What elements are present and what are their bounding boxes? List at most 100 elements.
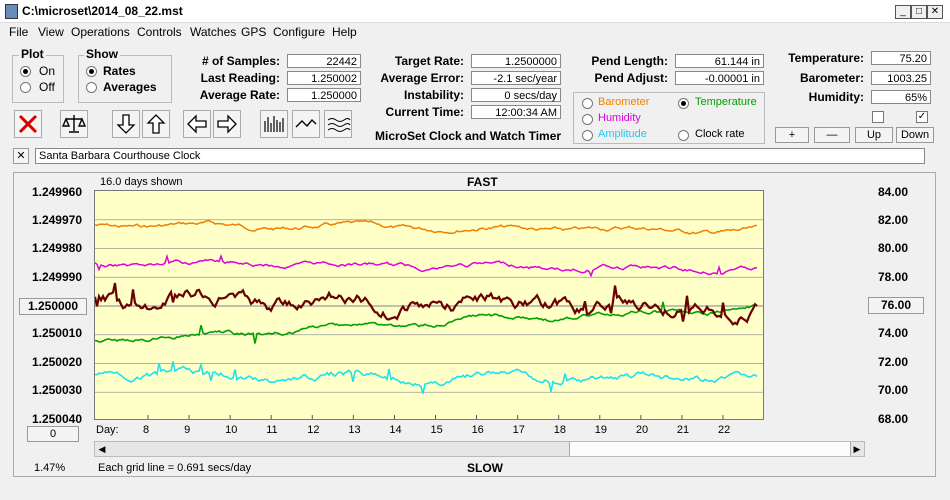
maximize-button[interactable]: □ <box>911 5 927 19</box>
minus-button[interactable]: — <box>814 127 850 143</box>
humidity-series <box>95 253 758 278</box>
title-bar: C:\microset\2014_08_22.mst _ □ ✕ <box>0 0 950 23</box>
y-left-label: 1.250020 <box>31 355 82 369</box>
average-error-value: -2.1 sec/year <box>471 71 561 85</box>
up-arrow-button[interactable] <box>142 110 170 138</box>
pend-length-value[interactable]: 61.144 in <box>675 54 764 68</box>
stop-button[interactable] <box>14 110 42 138</box>
menu-file[interactable]: File <box>9 25 29 39</box>
app-icon <box>5 4 18 19</box>
show-averages-radio[interactable] <box>86 82 97 93</box>
clock-rate-series <box>95 282 758 326</box>
balance-button[interactable] <box>60 110 88 138</box>
scroll-left-arrow[interactable]: ◀ <box>98 444 106 454</box>
plot-on-radio[interactable] <box>20 66 31 77</box>
arrow-right-icon <box>217 114 237 134</box>
y-right-label: 78.00 <box>877 270 908 284</box>
humidity-radio[interactable] <box>582 114 593 125</box>
day-tick-label: 15 <box>430 424 443 436</box>
bar-graph-icon <box>264 116 284 132</box>
left-center-button[interactable]: 1.250000 <box>19 298 87 315</box>
bars-view-button[interactable] <box>260 110 288 138</box>
target-rate-value[interactable]: 1.2500000 <box>471 54 561 68</box>
amplitude-radio[interactable] <box>582 130 593 141</box>
y-right-label: 84.00 <box>877 185 908 199</box>
target-rate-label: Target Rate: <box>394 54 464 68</box>
day-tick-label: 19 <box>594 424 608 436</box>
menu-view[interactable]: View <box>38 25 64 39</box>
y-right-label: 72.00 <box>877 355 908 369</box>
instability-value: 0 secs/day <box>471 88 561 102</box>
plus-button[interactable]: + <box>775 127 809 143</box>
barometer-value: 1003.25 <box>871 71 931 85</box>
wave-icon <box>327 118 351 132</box>
y-left-label: 1.249980 <box>31 241 82 255</box>
show-rates-radio[interactable] <box>86 66 97 77</box>
clock-rate-radio[interactable] <box>678 130 689 141</box>
plot-group <box>12 55 64 103</box>
grid-note: Each grid line = 0.691 secs/day <box>98 462 252 474</box>
clear-name-button[interactable]: ✕ <box>13 148 29 164</box>
y-right-label: 82.00 <box>877 213 908 227</box>
menu-configure[interactable]: Configure <box>273 25 326 39</box>
menu-bar: File View Operations Controls Watches GP… <box>0 23 950 41</box>
minimize-button[interactable]: _ <box>895 5 911 19</box>
left-arrow-button[interactable] <box>183 110 211 138</box>
last-reading-value: 1.250002 <box>287 71 361 85</box>
scroll-right-arrow[interactable]: ▶ <box>853 444 861 454</box>
arrow-left-icon <box>187 114 207 134</box>
down-button[interactable]: Down <box>896 127 934 143</box>
day-tick-label: 18 <box>553 424 566 436</box>
menu-operations[interactable]: Operations <box>71 25 130 39</box>
y-right-label: 70.00 <box>877 383 908 397</box>
up-button[interactable]: Up <box>855 127 893 143</box>
right-center-button[interactable]: 76.00 <box>868 297 924 314</box>
bottom-left-button[interactable]: 0 <box>27 426 79 442</box>
x-icon <box>18 114 38 134</box>
plot-off-radio[interactable] <box>20 82 31 93</box>
humidity-value: 65% <box>871 90 931 104</box>
day-tick-label: 11 <box>266 424 278 436</box>
rate-chart <box>95 219 763 419</box>
scroll-thumb[interactable] <box>569 442 851 456</box>
y-left-label: 1.250010 <box>31 326 82 340</box>
menu-watches[interactable]: Watches <box>190 25 237 39</box>
down-arrow-button[interactable] <box>112 110 140 138</box>
day-label: Day: <box>96 424 119 436</box>
line-view-button[interactable] <box>292 110 320 138</box>
percent-readout: 1.47% <box>34 462 66 474</box>
y-left-label: 1.250030 <box>31 383 82 397</box>
y-right-label: 80.00 <box>877 241 908 255</box>
window-title: C:\microset\2014_08_22.mst <box>22 4 183 18</box>
plot-group-title: Plot <box>19 47 46 61</box>
y-right-label: 74.00 <box>877 326 908 340</box>
option-checkbox-1[interactable] <box>872 111 884 123</box>
days-shown: 16.0 days shown <box>100 176 183 188</box>
show-group-title: Show <box>84 47 120 61</box>
wave-view-button[interactable] <box>324 110 352 138</box>
fast-label: FAST <box>467 175 498 189</box>
day-tick-label: 9 <box>184 424 191 436</box>
menu-gps[interactable]: GPS <box>241 25 267 39</box>
horizontal-scrollbar[interactable]: ◀ ▶ <box>94 441 865 457</box>
plot-area <box>94 190 764 420</box>
last-reading-label: Last Reading: <box>200 71 280 85</box>
samples-value: 22442 <box>287 54 361 68</box>
y-left-label: 1.250040 <box>31 412 82 426</box>
current-time-value: 12:00:34 AM <box>471 105 561 119</box>
menu-controls[interactable]: Controls <box>137 25 182 39</box>
close-button[interactable]: ✕ <box>927 5 943 19</box>
temperature-radio[interactable] <box>678 98 689 109</box>
barometer-radio[interactable] <box>582 98 593 109</box>
temperature-value: 75.20 <box>871 51 931 65</box>
clock-name-field[interactable]: Santa Barbara Courthouse Clock <box>35 148 925 164</box>
day-tick-label: 17 <box>512 424 525 436</box>
humidity-label: Humidity: <box>808 90 864 104</box>
right-arrow-button[interactable] <box>213 110 241 138</box>
menu-help[interactable]: Help <box>332 25 357 39</box>
y-left-label: 1.249990 <box>31 270 82 284</box>
temperature-option: Temperature <box>695 96 757 108</box>
show-rates-label: Rates <box>103 64 136 78</box>
day-tick-label: 16 <box>471 424 484 436</box>
option-checkbox-2[interactable]: ✓ <box>916 111 928 123</box>
